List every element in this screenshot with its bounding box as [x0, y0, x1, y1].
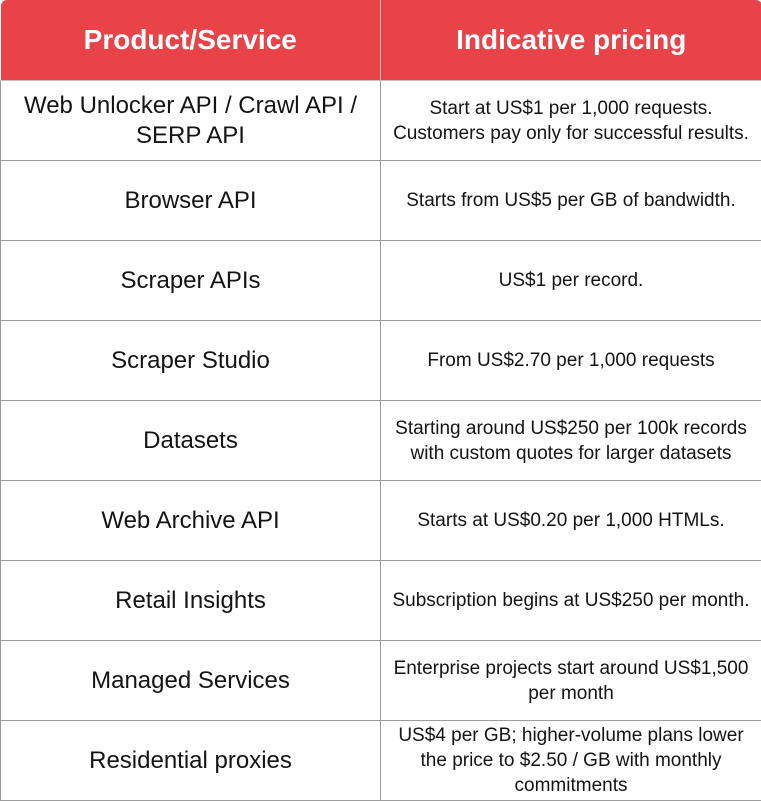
price-cell: Starts from US$5 per GB of bandwidth.	[380, 160, 761, 241]
table-row: Browser API Starts from US$5 per GB of b…	[0, 160, 761, 241]
price-cell: Starts at US$0.20 per 1,000 HTMLs.	[380, 480, 761, 561]
column-header-product: Product/Service	[0, 0, 381, 81]
table-row: Datasets Starting around US$250 per 100k…	[0, 400, 761, 481]
product-cell: Datasets	[0, 400, 381, 481]
table-row: Web Archive API Starts at US$0.20 per 1,…	[0, 480, 761, 561]
table-row: Managed Services Enterprise projects sta…	[0, 640, 761, 721]
table-row: Retail Insights Subscription begins at U…	[0, 560, 761, 641]
price-cell: Start at US$1 per 1,000 requests. Custom…	[380, 80, 761, 161]
price-cell: From US$2.70 per 1,000 requests	[380, 320, 761, 401]
product-cell: Managed Services	[0, 640, 381, 721]
price-cell: Subscription begins at US$250 per month.	[380, 560, 761, 641]
price-cell: Enterprise projects start around US$1,50…	[380, 640, 761, 721]
product-cell: Web Unlocker API / Crawl API / SERP API	[0, 80, 381, 161]
price-cell: US$4 per GB; higher-volume plans lower t…	[380, 720, 761, 801]
product-cell: Scraper APIs	[0, 240, 381, 321]
product-cell: Scraper Studio	[0, 320, 381, 401]
table-row: Web Unlocker API / Crawl API / SERP API …	[0, 80, 761, 161]
product-cell: Web Archive API	[0, 480, 381, 561]
table-row: Scraper APIs US$1 per record.	[0, 240, 761, 321]
product-cell: Residential proxies	[0, 720, 381, 801]
price-cell: Starting around US$250 per 100k records …	[380, 400, 761, 481]
table-row: Scraper Studio From US$2.70 per 1,000 re…	[0, 320, 761, 401]
product-cell: Browser API	[0, 160, 381, 241]
product-cell: Retail Insights	[0, 560, 381, 641]
table-header-row: Product/Service Indicative pricing	[0, 0, 761, 81]
price-cell: US$1 per record.	[380, 240, 761, 321]
column-header-pricing: Indicative pricing	[380, 0, 761, 81]
table-row: Residential proxies US$4 per GB; higher-…	[0, 720, 761, 801]
